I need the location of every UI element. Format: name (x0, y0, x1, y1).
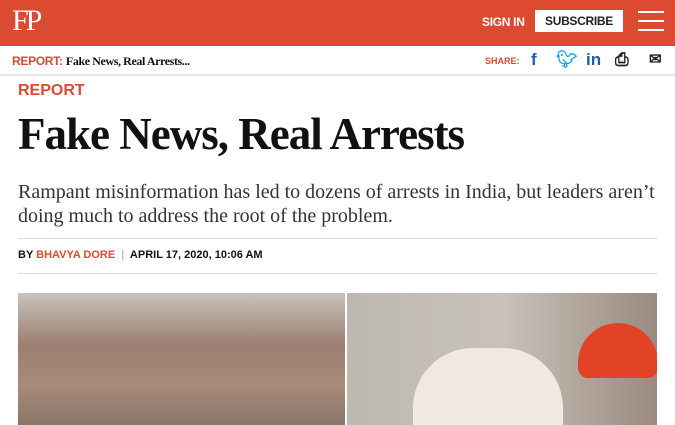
headline: Fake News, Real Arrests (18, 109, 465, 159)
breadcrumb: REPORT: Fake News, Real Arrests... (12, 54, 190, 69)
hero-image (18, 293, 657, 425)
share-label: SHARE: (485, 56, 520, 66)
photo-red-turban (578, 323, 657, 378)
by-label: BY (18, 249, 34, 261)
linkedin-icon[interactable]: in (586, 50, 602, 69)
site-header: FP SIGN IN SUBSCRIBE (0, 0, 675, 46)
publish-date: APRIL 17, 2020, 10:06 AM (129, 249, 263, 261)
divider (18, 238, 657, 239)
breadcrumb-title: Fake News, Real Arrests... (65, 54, 190, 68)
email-icon[interactable]: ✉ (649, 51, 662, 68)
print-icon[interactable]: ⎙ (615, 50, 629, 69)
facebook-icon[interactable]: f (531, 50, 537, 69)
author-link[interactable]: BHAVYA DORE (36, 249, 116, 261)
photo-turban (413, 348, 563, 425)
sign-in-link[interactable]: SIGN IN (482, 15, 525, 29)
subscribe-button[interactable]: SUBSCRIBE (535, 10, 623, 32)
section-label[interactable]: REPORT (18, 82, 85, 99)
photo-crowd (18, 293, 345, 425)
sticky-article-bar: REPORT: Fake News, Real Arrests... SHARE… (0, 46, 675, 76)
breadcrumb-kicker: REPORT: (12, 54, 63, 68)
divider (18, 273, 657, 274)
twitter-icon[interactable]: 🐦︎ (556, 50, 578, 69)
article-dek: Rampant misinformation has led to dozens… (18, 181, 655, 227)
fp-logo[interactable]: FP (12, 4, 42, 37)
hamburger-menu-icon[interactable] (638, 11, 664, 31)
byline: BY BHAVYA DORE | APRIL 17, 2020, 10:06 A… (18, 249, 263, 261)
